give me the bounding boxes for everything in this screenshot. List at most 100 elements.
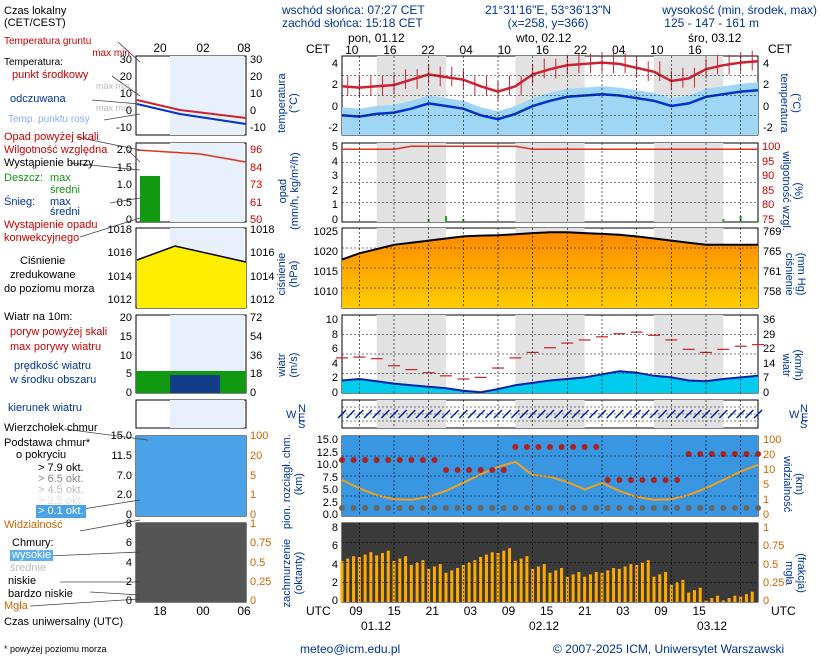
legend-wind-dir: kierunek wiatru: [8, 402, 82, 414]
fog-bar: [508, 548, 512, 602]
scale-cover-left: 4: [331, 558, 338, 571]
day-label-1: pon, 01.12: [348, 31, 405, 45]
bottom-hour-label: 09: [349, 604, 363, 618]
scale-lg-cover-left: 4: [125, 556, 132, 569]
scale-wind-right: 7: [763, 372, 770, 385]
cloud-base-dot: [396, 505, 403, 511]
legend-utc-tick: 00: [196, 604, 210, 618]
scale-lg-temp-right: 0: [250, 105, 257, 117]
scale-lg-cloud-left: 2.0: [116, 489, 132, 502]
legend-rain-mean: średni: [50, 184, 80, 196]
scale-cover-left: 2: [331, 576, 338, 589]
top-hour-label: 10: [650, 43, 664, 57]
fog-bar: [450, 570, 454, 602]
lg-perceived-line: [136, 103, 247, 125]
fog-bar: [617, 568, 621, 602]
cloud-base-dot: [743, 505, 750, 511]
cloud-top-dot: [593, 444, 600, 450]
cloud-base-dot: [731, 505, 738, 511]
legend-perceived-maxmin: max min: [95, 103, 130, 113]
cloud-top-dot: [489, 467, 496, 473]
legend-base-2: o pokryciu: [16, 449, 67, 461]
legend-local-time-2: (CET/CEST): [4, 17, 66, 29]
compass-e-right: E: [801, 412, 809, 424]
scale-cloud-left: 5.0: [322, 484, 338, 496]
scale-fog-right: 0: [763, 595, 770, 607]
scale-lg-vis-right: 0: [250, 509, 257, 521]
cloud-top-dot: [708, 451, 715, 457]
compass-w-left: W: [286, 409, 297, 421]
scale-lg-pressure-right: 1012: [250, 294, 275, 306]
legend-conv: Wystąpienie opadu: [4, 219, 98, 231]
legend-leader-line: [109, 197, 141, 204]
cloud-base-dot: [419, 505, 426, 511]
scale-lg-temp-left: -10: [116, 122, 132, 134]
scale-pressure-left: 1015: [313, 266, 338, 278]
cloud-base-dot: [362, 505, 369, 511]
bottom-hour-label: 15: [692, 604, 706, 618]
scale-humidity-right: 80: [762, 199, 775, 212]
legend-wind-speed-2: w środku obszaru: [10, 374, 97, 386]
legend-leader-line: [75, 136, 141, 151]
bottom-hour-label: 03: [463, 604, 478, 618]
fog-bar: [346, 558, 350, 602]
fog-bar: [669, 584, 673, 602]
scale-vis-right: 0: [763, 509, 770, 521]
fog-bar: [496, 553, 500, 602]
scale-lg-wind-right: 54: [250, 330, 263, 343]
fog-bar: [392, 560, 396, 602]
axis-wind-left: wiatr (m/s): [275, 352, 300, 378]
bottom-hour-label: 09: [501, 604, 516, 618]
scale-vis-right: 100: [763, 434, 782, 446]
cloud-top-dot: [570, 444, 577, 450]
fog-bar: [340, 560, 344, 602]
compass-w-right: W: [789, 409, 800, 421]
scale-precip-left: 3: [331, 170, 338, 183]
legend-leader-line: [29, 598, 141, 607]
day-label-3: śro, 03.12: [688, 31, 742, 45]
top-hour-label: 10: [497, 43, 511, 57]
scale-pressure-right: 758: [763, 286, 782, 298]
wind-dir-arrow: [476, 409, 486, 419]
scale-lg-temp-right: 20: [250, 71, 263, 83]
cloud-top-dot: [431, 457, 438, 463]
cloud-base-dot: [593, 505, 600, 511]
cloud-top-dot: [627, 477, 634, 483]
fog-bar: [716, 595, 720, 602]
cloud-base-dot: [570, 505, 577, 511]
footer-email[interactable]: meteo@icm.edu.pl: [300, 642, 401, 656]
axis-wind-right: (km/h) wiatr: [780, 349, 805, 381]
scale-lg-vis-right: 100: [250, 430, 269, 442]
bottom-hour-label: 21: [425, 604, 439, 618]
scale-lg-pressure-left: 1016: [107, 247, 132, 260]
scale-lg-wind-right: 72: [250, 312, 263, 324]
fog-bar: [594, 571, 598, 602]
top-hour-label: 16: [688, 43, 702, 57]
legend-cloud-high: wysokie: [10, 549, 54, 561]
fog-bar: [692, 590, 696, 602]
legend-local-time-tick: 02: [196, 41, 210, 55]
cloud-top-dot: [350, 457, 357, 463]
compass-e-left: E: [298, 412, 306, 424]
scale-wind-left: 4: [331, 357, 338, 370]
cloud-top-dot: [697, 451, 704, 457]
scale-cover-left: 0: [331, 595, 338, 607]
lg-pressure-area: [137, 246, 246, 308]
fog-bar: [606, 570, 610, 602]
fog-bar: [536, 566, 540, 602]
cloud-base-dot: [523, 505, 530, 511]
scale-lg-cover-left: 2: [125, 575, 132, 588]
cloud-base-dot: [685, 505, 692, 511]
altitude-label: wysokość (min, środek, max): [662, 3, 817, 17]
cloud-top-dot: [743, 451, 750, 457]
scale-lg-cloud-left: 0: [125, 509, 132, 521]
cloud-base-dot: [674, 505, 681, 511]
legend-perceived: odczuwana: [10, 93, 66, 105]
compass-n-left: N: [298, 403, 306, 415]
cloud-top-dot: [558, 444, 565, 450]
scale-lg-cover-right: 0.25: [250, 575, 272, 588]
fog-bar: [352, 556, 356, 602]
fog-bar: [369, 552, 373, 602]
legend-leader-line: [69, 162, 141, 171]
legend-leader-line: [103, 113, 141, 121]
